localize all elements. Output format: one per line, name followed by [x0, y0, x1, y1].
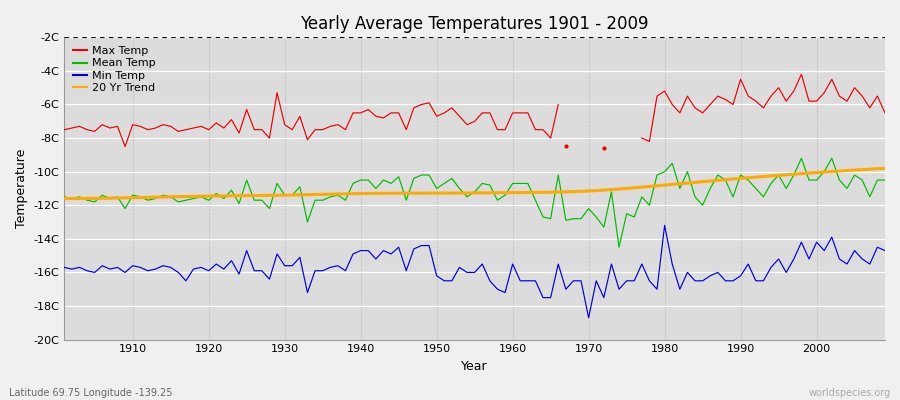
- Legend: Max Temp, Mean Temp, Min Temp, 20 Yr Trend: Max Temp, Mean Temp, Min Temp, 20 Yr Tre…: [70, 43, 159, 96]
- Text: Latitude 69.75 Longitude -139.25: Latitude 69.75 Longitude -139.25: [9, 388, 173, 398]
- Y-axis label: Temperature: Temperature: [15, 149, 28, 228]
- X-axis label: Year: Year: [462, 360, 488, 373]
- Title: Yearly Average Temperatures 1901 - 2009: Yearly Average Temperatures 1901 - 2009: [301, 15, 649, 33]
- Text: worldspecies.org: worldspecies.org: [809, 388, 891, 398]
